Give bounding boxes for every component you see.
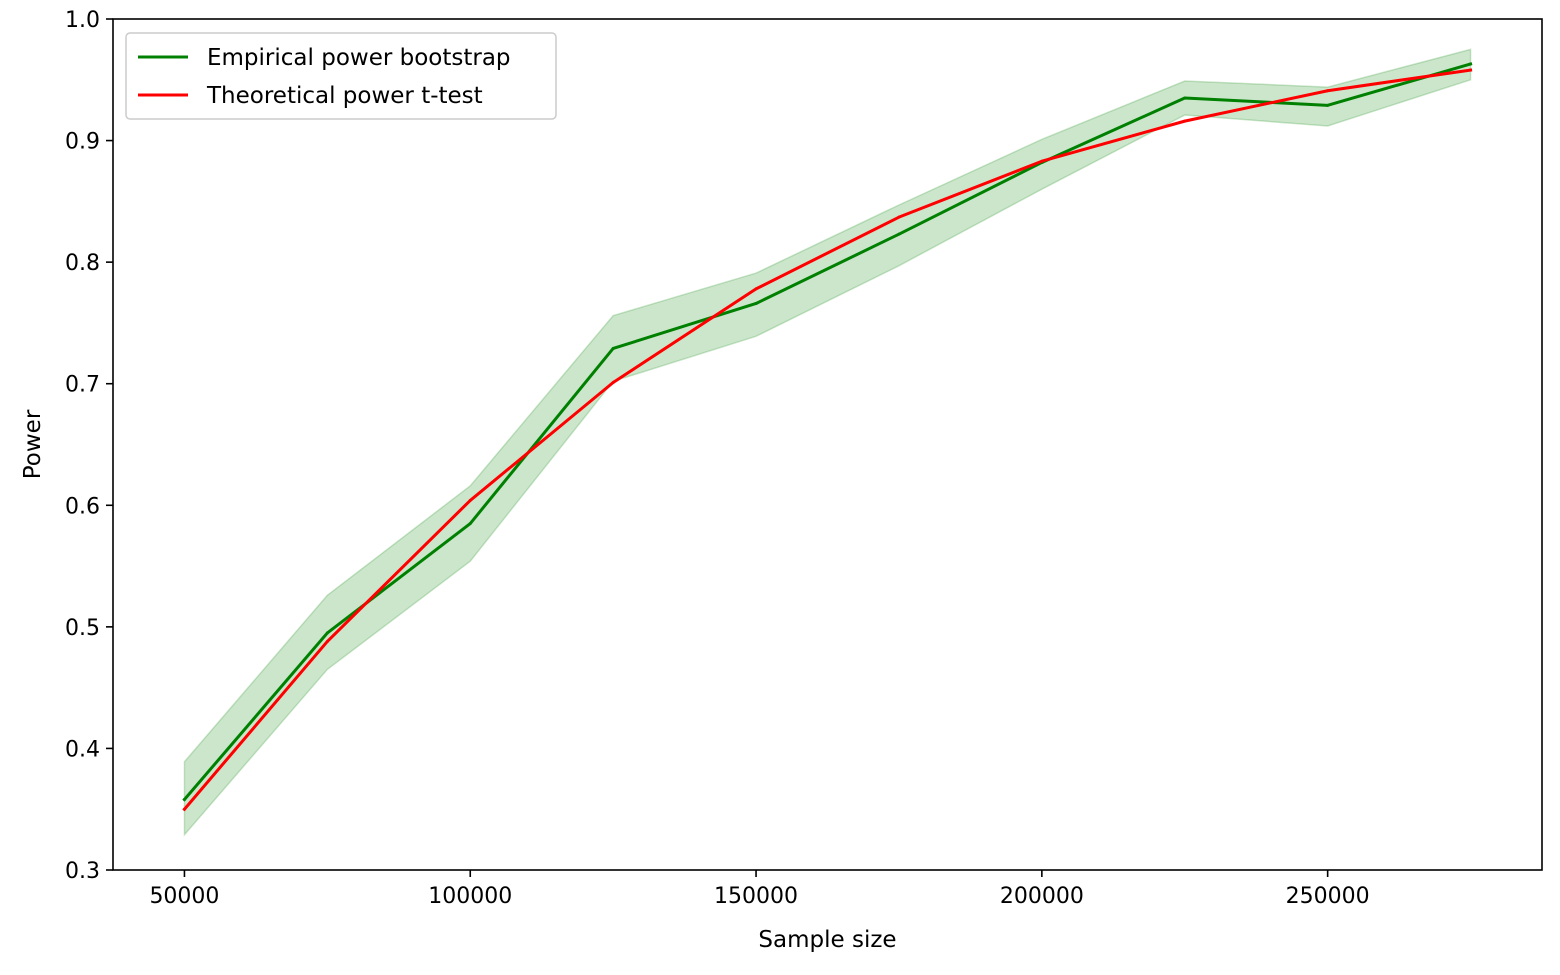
series-line-0: [182, 62, 1473, 802]
data-point-1-8: [1326, 89, 1330, 93]
x-tick-label: 250000: [1286, 884, 1370, 909]
y-tick-label: 1.0: [65, 8, 100, 33]
y-tick-label: 0.8: [65, 251, 100, 276]
series-lines: [182, 62, 1473, 812]
x-tick-label: 100000: [428, 884, 512, 909]
x-tick-label: 50000: [149, 884, 219, 909]
data-point-1-2: [468, 498, 472, 502]
data-point-0-0: [182, 797, 186, 801]
data-point-1-9: [1469, 68, 1473, 72]
data-point-1-0: [182, 807, 186, 811]
confidence-band-0: [183, 48, 1472, 837]
y-axis-label: Power: [20, 409, 46, 479]
data-point-1-3: [611, 381, 615, 384]
y-tick-label: 0.5: [65, 616, 100, 641]
data-point-1-1: [325, 639, 329, 643]
data-point-1-5: [897, 215, 901, 219]
y-tick-label: 0.3: [65, 859, 100, 884]
data-point-0-2: [468, 522, 472, 526]
legend-box: [125, 32, 557, 120]
data-point-0-8: [1326, 103, 1330, 107]
x-axis-ticks: 50000 100000 150000 200000 250000: [149, 870, 1370, 909]
y-tick-label: 0.6: [65, 494, 100, 519]
y-tick-label: 0.4: [65, 737, 100, 762]
legend-label-0: Empirical power bootstrap: [207, 45, 511, 71]
data-point-1-6: [1040, 159, 1044, 163]
data-point-1-4: [754, 287, 758, 291]
x-tick-label: 150000: [714, 884, 798, 909]
y-tick-label: 0.9: [65, 130, 100, 155]
data-point-0-3: [611, 346, 615, 350]
confidence-bands: [183, 48, 1472, 837]
data-point-1-7: [1183, 119, 1187, 123]
data-point-0-4: [754, 301, 758, 305]
y-axis-ticks: 0.3 0.4 0.5 0.6 0.7 0.8 0.9 1.0: [65, 8, 113, 884]
data-point-0-9: [1469, 62, 1473, 66]
data-point-0-7: [1183, 96, 1187, 100]
legend: Empirical power bootstrap Theoretical pow…: [125, 32, 557, 120]
series-line-1: [182, 68, 1473, 812]
x-axis-label: Sample size: [758, 927, 896, 953]
legend-label-1: Theoretical power t-test: [206, 83, 483, 109]
y-tick-label: 0.7: [65, 373, 100, 398]
data-point-0-5: [897, 232, 901, 236]
data-point-0-1: [325, 631, 329, 635]
plot-frame: [112, 18, 1543, 871]
x-tick-label: 200000: [1000, 884, 1084, 909]
